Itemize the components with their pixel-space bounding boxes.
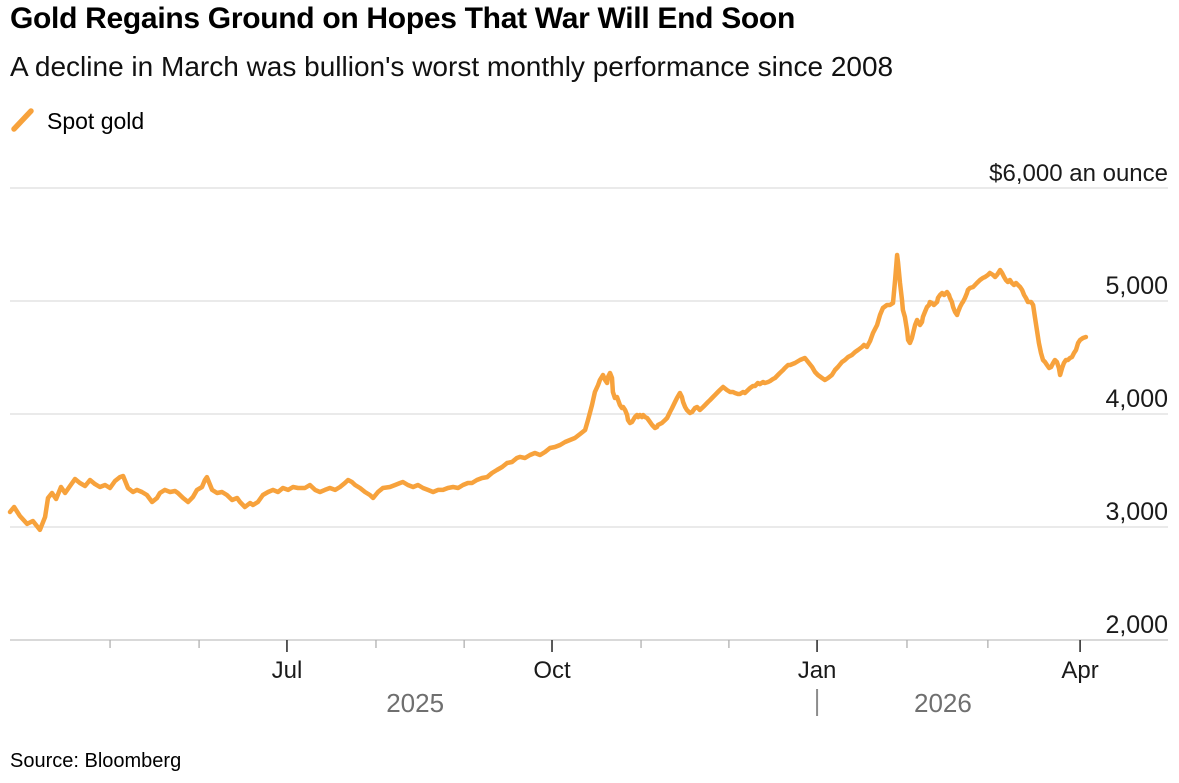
legend-label: Spot gold (47, 107, 145, 134)
chart-subtitle: A decline in March was bullion's worst m… (10, 51, 894, 82)
year-label: 2026 (914, 688, 972, 718)
legend: Spot gold (10, 106, 144, 136)
spot-gold-line (7, 252, 1089, 533)
chart-title: Gold Regains Ground on Hopes That War Wi… (10, 2, 795, 35)
x-axis-tick-label: Jan (798, 657, 837, 684)
y-axis-unit-label: $6,000 an ounce (989, 160, 1168, 187)
source-caption: Source: Bloomberg (10, 750, 182, 772)
y-axis-tick-label: 5,000 (1105, 272, 1168, 300)
x-axis-tick-label: Jul (272, 657, 303, 684)
y-axis-tick-label: 2,000 (1105, 611, 1168, 639)
legend-line-swatch-icon (11, 108, 34, 132)
y-axis-tick-label: 3,000 (1105, 498, 1168, 526)
x-axis-tick-label: Apr (1061, 657, 1098, 684)
y-axis-tick-label: 4,000 (1105, 385, 1168, 413)
year-label: 2025 (386, 688, 444, 718)
x-axis-tick-label: Oct (533, 657, 571, 684)
